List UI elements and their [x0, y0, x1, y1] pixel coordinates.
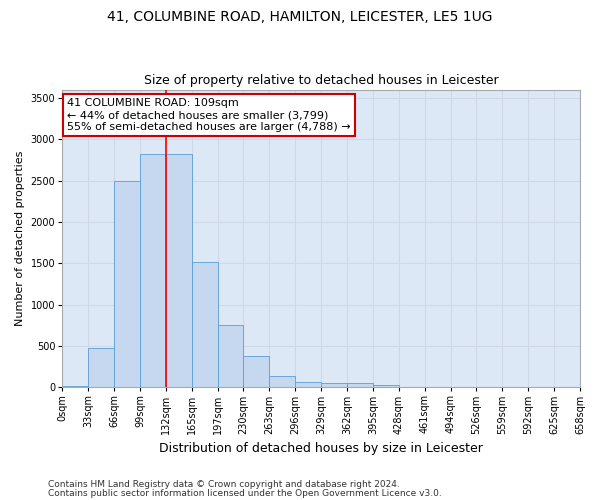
Bar [62, 386, 88, 388]
Bar [373, 385, 399, 388]
Bar [347, 383, 373, 388]
Bar [269, 376, 295, 388]
Text: 41, COLUMBINE ROAD, HAMILTON, LEICESTER, LE5 1UG: 41, COLUMBINE ROAD, HAMILTON, LEICESTER,… [107, 10, 493, 24]
Bar [295, 382, 321, 388]
Bar [244, 356, 269, 388]
Bar [140, 154, 166, 388]
Bar [218, 326, 244, 388]
Bar [191, 262, 218, 388]
Title: Size of property relative to detached houses in Leicester: Size of property relative to detached ho… [144, 74, 499, 87]
Bar [166, 154, 191, 388]
Y-axis label: Number of detached properties: Number of detached properties [15, 151, 25, 326]
Text: 41 COLUMBINE ROAD: 109sqm
← 44% of detached houses are smaller (3,799)
55% of se: 41 COLUMBINE ROAD: 109sqm ← 44% of detac… [67, 98, 351, 132]
Bar [321, 383, 347, 388]
Bar [114, 180, 140, 388]
Text: Contains HM Land Registry data © Crown copyright and database right 2024.: Contains HM Land Registry data © Crown c… [48, 480, 400, 489]
X-axis label: Distribution of detached houses by size in Leicester: Distribution of detached houses by size … [159, 442, 483, 455]
Text: Contains public sector information licensed under the Open Government Licence v3: Contains public sector information licen… [48, 489, 442, 498]
Bar [88, 348, 114, 388]
